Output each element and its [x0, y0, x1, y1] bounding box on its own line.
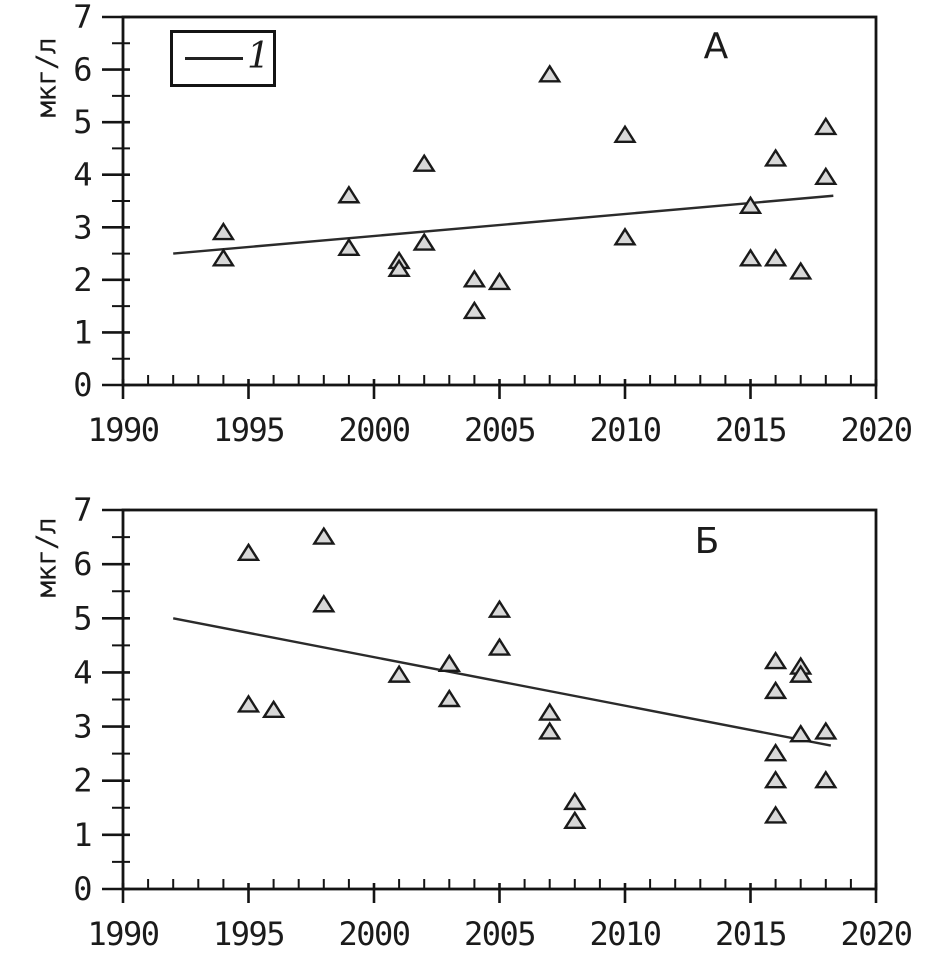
data-point-triangle — [387, 664, 411, 683]
y-axis-label-top: мкг/л — [29, 38, 63, 118]
legend-line-sample — [185, 57, 243, 60]
data-point-triangle — [763, 650, 788, 670]
data-point-triangle — [236, 542, 261, 562]
data-point-triangle — [763, 680, 788, 700]
data-point-triangle — [538, 721, 562, 740]
data-point-triangle — [538, 64, 562, 83]
data-point-triangle — [814, 721, 838, 740]
data-point-triangle — [763, 248, 788, 267]
x-tick-label: 2005 — [464, 915, 535, 953]
x-tick-label: 2000 — [338, 411, 409, 449]
data-point-triangle — [412, 153, 436, 172]
x-tick-label: 2015 — [715, 411, 786, 449]
plot-border — [121, 508, 878, 891]
y-axis-label-bottom: мкг/л — [29, 518, 63, 598]
data-point-triangle — [261, 699, 286, 719]
data-point-triangle — [387, 258, 411, 278]
x-tick-label: 1990 — [87, 915, 158, 953]
x-tick-label: 2005 — [464, 411, 535, 449]
y-tick-label: 5 — [73, 103, 91, 141]
data-point-triangle — [337, 237, 361, 257]
data-point-triangle — [337, 185, 361, 204]
x-tick-label: 2020 — [840, 411, 911, 449]
data-point-triangle — [563, 791, 587, 811]
panel-label-a: А — [703, 26, 729, 67]
data-point-triangle — [487, 271, 512, 291]
x-tick-label: 2010 — [589, 915, 660, 953]
y-tick-label: 0 — [73, 870, 91, 908]
y-tick-label: 3 — [73, 208, 91, 246]
data-point-triangle — [487, 599, 512, 618]
x-tick-label: 1990 — [87, 411, 158, 449]
x-tick-label: 2015 — [715, 915, 786, 953]
data-point-triangle — [462, 269, 487, 288]
y-tick-label: 0 — [73, 366, 91, 404]
data-point-triangle — [462, 300, 487, 320]
data-point-triangle — [789, 261, 813, 280]
data-point-triangle — [763, 742, 788, 762]
y-tick-label: 4 — [73, 156, 91, 194]
data-point-triangle — [814, 116, 838, 136]
y-tick-label: 6 — [73, 51, 91, 89]
data-point-triangle — [763, 805, 788, 824]
x-tick-label: 1995 — [213, 411, 284, 449]
data-point-triangle — [789, 664, 813, 683]
x-tick-label: 2010 — [589, 411, 660, 449]
data-point-triangle — [789, 723, 813, 743]
y-tick-label: 2 — [73, 261, 91, 299]
data-point-triangle — [236, 694, 261, 713]
data-point-triangle — [738, 248, 763, 267]
data-point-triangle — [738, 195, 763, 214]
data-point-triangle — [437, 653, 461, 673]
data-point-triangle — [487, 637, 512, 656]
x-tick-label: 1995 — [213, 915, 284, 953]
y-tick-label: 5 — [73, 599, 91, 637]
data-point-triangle — [613, 227, 637, 246]
data-point-triangle — [312, 594, 336, 613]
y-tick-label: 3 — [73, 708, 91, 746]
data-point-triangle — [814, 769, 838, 789]
data-point-triangle — [211, 248, 236, 267]
legend-item-label: 1 — [247, 35, 270, 77]
y-tick-label: 4 — [73, 653, 91, 691]
legend-box: 1 — [170, 30, 276, 87]
data-point-triangle — [814, 166, 838, 186]
y-tick-label: 1 — [73, 313, 91, 351]
data-point-triangle — [412, 232, 436, 251]
panel-label-b: Б — [694, 521, 720, 562]
trend-line — [172, 617, 832, 747]
data-point-triangle — [763, 148, 788, 167]
x-tick-label: 2020 — [840, 915, 911, 953]
y-tick-label: 6 — [73, 545, 91, 583]
data-point-triangle — [312, 526, 336, 545]
y-tick-label: 7 — [73, 0, 91, 36]
y-tick-label: 7 — [73, 491, 91, 529]
x-tick-label: 2000 — [338, 915, 409, 953]
y-tick-label: 2 — [73, 762, 91, 800]
y-tick-label: 1 — [73, 816, 91, 854]
data-point-triangle — [613, 124, 637, 143]
data-point-triangle — [211, 221, 236, 241]
data-point-triangle — [763, 769, 788, 789]
data-point-triangle — [563, 810, 587, 830]
trend-line — [173, 194, 834, 255]
data-point-triangle — [437, 688, 461, 708]
data-point-triangle — [538, 702, 562, 721]
